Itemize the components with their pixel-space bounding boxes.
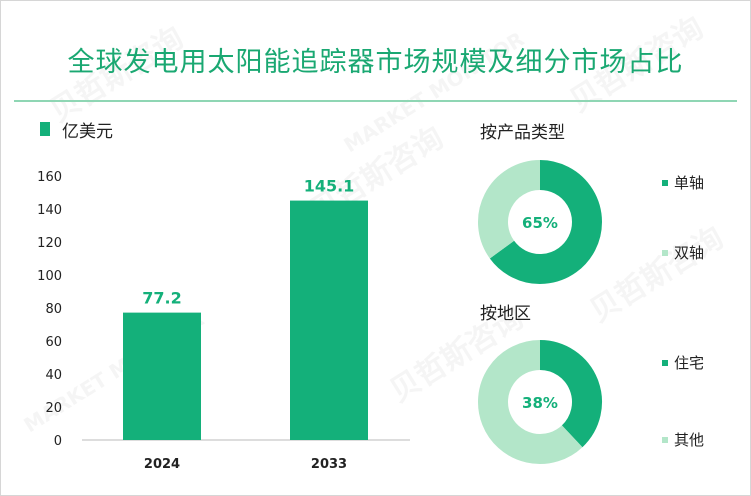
y-tick-label: 140: [37, 203, 62, 218]
donut-region: 38%: [478, 340, 602, 464]
y-tick-label: 100: [37, 269, 62, 284]
y-tick-label: 160: [37, 170, 62, 185]
donut-type-title: 按产品类型: [480, 123, 565, 143]
bar-data-label: 145.1: [304, 177, 355, 196]
y-tick-label: 20: [45, 401, 62, 416]
donut-type-legend-2: 双轴: [662, 242, 704, 263]
donut-region-legend-1: 住宅: [662, 352, 704, 373]
y-tick-label: 60: [45, 335, 62, 350]
donut-center-label: 65%: [522, 214, 558, 232]
legend-dot: [662, 249, 668, 256]
legend-swatch: [40, 122, 50, 136]
pie-slice: [539, 340, 602, 448]
y-tick-label: 40: [45, 368, 62, 383]
legend-dot: [662, 359, 668, 366]
y-tick-label: 120: [37, 236, 62, 251]
bar: [290, 200, 368, 440]
donut-center-label: 38%: [522, 394, 558, 412]
pie-slice: [478, 340, 583, 464]
legend-label: 双轴: [674, 244, 705, 262]
x-tick-label: 2024: [144, 457, 180, 472]
bar: [123, 312, 201, 440]
donut-region-legend-2: 其他: [662, 429, 704, 450]
bar-legend: 亿美元: [40, 118, 113, 142]
pie-slice: [478, 160, 541, 259]
pie-slice: [489, 160, 602, 284]
legend-dot: [662, 179, 668, 186]
legend-label: 单轴: [674, 174, 705, 192]
legend-dot: [662, 436, 668, 443]
legend-label: 住宅: [674, 354, 705, 372]
x-tick-label: 2033: [311, 457, 347, 472]
y-tick-label: 80: [45, 302, 62, 317]
donut-type-legend-1: 单轴: [662, 172, 704, 193]
donut-product-type: 65%: [478, 160, 602, 284]
chart-title: 全球发电用太阳能追踪器市场规模及细分市场占比: [67, 47, 684, 78]
legend-label: 亿美元: [62, 121, 113, 142]
title-divider: [14, 100, 737, 102]
bar-data-label: 77.2: [142, 289, 181, 308]
bar-chart: 0 20 40 60 80 100 120 140 160 77.2 145.1 2024 2033: [37, 170, 410, 472]
donut-region-title: 按地区: [480, 304, 531, 324]
legend-label: 其他: [674, 431, 705, 449]
y-tick-label: 0: [54, 434, 62, 449]
